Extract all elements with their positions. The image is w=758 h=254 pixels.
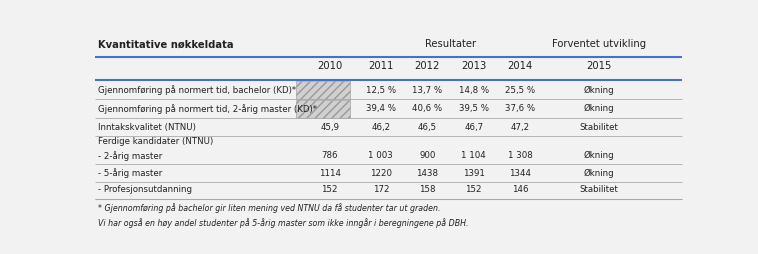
- Text: 46,7: 46,7: [464, 123, 483, 132]
- Text: 146: 146: [512, 185, 528, 194]
- Text: Økning: Økning: [584, 104, 614, 113]
- Text: Økning: Økning: [584, 151, 614, 160]
- Text: - Profesjonsutdanning: - Profesjonsutdanning: [98, 185, 192, 194]
- Text: 1 308: 1 308: [508, 151, 532, 160]
- Text: 46,2: 46,2: [371, 123, 390, 132]
- Text: 45,9: 45,9: [320, 123, 340, 132]
- Text: 2010: 2010: [317, 61, 343, 71]
- Text: 2015: 2015: [586, 61, 612, 71]
- Text: - 5-årig master: - 5-årig master: [98, 168, 162, 178]
- Text: 12,5 %: 12,5 %: [366, 86, 396, 95]
- Text: 1220: 1220: [370, 169, 392, 178]
- Text: 25,5 %: 25,5 %: [505, 86, 535, 95]
- Text: 900: 900: [419, 151, 435, 160]
- Text: 47,2: 47,2: [510, 123, 530, 132]
- Text: 152: 152: [465, 185, 482, 194]
- Text: 2014: 2014: [507, 61, 533, 71]
- Text: 152: 152: [321, 185, 338, 194]
- Text: 46,5: 46,5: [418, 123, 437, 132]
- Bar: [296, 81, 349, 99]
- Text: Kvantitative nøkkeldata: Kvantitative nøkkeldata: [98, 39, 233, 49]
- Text: Økning: Økning: [584, 86, 614, 95]
- Text: 1 003: 1 003: [368, 151, 393, 160]
- Text: 39,4 %: 39,4 %: [366, 104, 396, 113]
- Text: * Gjennomføring på bachelor gir liten mening ved NTNU da få studenter tar ut gra: * Gjennomføring på bachelor gir liten me…: [98, 203, 440, 213]
- Text: Vi har også en høy andel studenter på 5-årig master som ikke inngår i beregninge: Vi har også en høy andel studenter på 5-…: [98, 218, 468, 228]
- Text: Ferdige kandidater (NTNU): Ferdige kandidater (NTNU): [98, 137, 213, 146]
- Text: 2011: 2011: [368, 61, 393, 71]
- Text: Forventet utvikling: Forventet utvikling: [552, 39, 646, 49]
- Text: 786: 786: [321, 151, 338, 160]
- Text: 158: 158: [419, 185, 436, 194]
- Text: Økning: Økning: [584, 169, 614, 178]
- Text: 1 104: 1 104: [462, 151, 486, 160]
- Text: 1114: 1114: [318, 169, 341, 178]
- Text: Gjennomføring på normert tid, bachelor (KD)*: Gjennomføring på normert tid, bachelor (…: [98, 85, 296, 95]
- Text: - 2-årig master: - 2-årig master: [98, 151, 162, 161]
- Bar: [296, 100, 349, 118]
- Text: 13,7 %: 13,7 %: [412, 86, 443, 95]
- Text: 14,8 %: 14,8 %: [459, 86, 489, 95]
- Text: Gjennomføring på normert tid, 2-årig master (KD)*: Gjennomføring på normert tid, 2-årig mas…: [98, 104, 317, 114]
- Text: 37,6 %: 37,6 %: [505, 104, 535, 113]
- Text: 2012: 2012: [415, 61, 440, 71]
- Text: Resultater: Resultater: [425, 39, 476, 49]
- Text: 1344: 1344: [509, 169, 531, 178]
- Text: 1438: 1438: [416, 169, 438, 178]
- Text: 40,6 %: 40,6 %: [412, 104, 443, 113]
- Text: Stabilitet: Stabilitet: [579, 185, 619, 194]
- Text: Stabilitet: Stabilitet: [579, 123, 619, 132]
- Text: 1391: 1391: [462, 169, 484, 178]
- Text: 172: 172: [373, 185, 389, 194]
- Text: 39,5 %: 39,5 %: [459, 104, 489, 113]
- Text: Inntakskvalitet (NTNU): Inntakskvalitet (NTNU): [98, 123, 196, 132]
- Text: 2013: 2013: [461, 61, 487, 71]
